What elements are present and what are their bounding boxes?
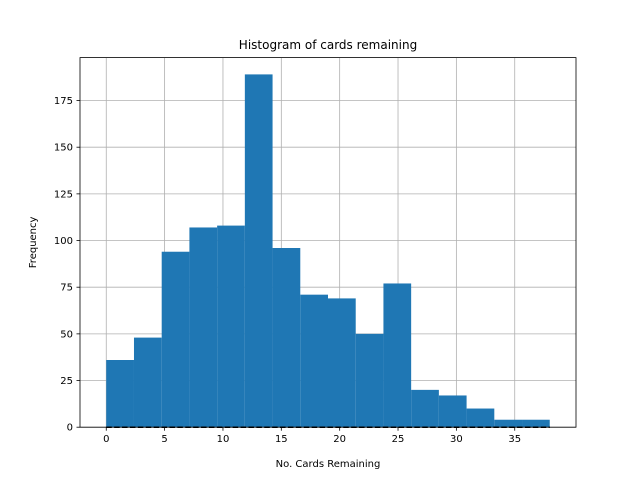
histogram-bar (161, 251, 190, 428)
x-axis-ticks: 0 5 10 15 20 25 30 35 (103, 427, 521, 445)
histogram-bar (106, 360, 134, 428)
x-axis-label: No. Cards Remaining (276, 459, 381, 470)
histogram-bar (133, 337, 162, 428)
histogram-bar (328, 298, 356, 428)
x-tick-label: 35 (508, 434, 521, 445)
y-tick-label: 150 (54, 143, 73, 154)
histogram-bar (355, 333, 384, 428)
x-tick-label: 30 (450, 434, 463, 445)
x-tick-label: 20 (333, 434, 346, 445)
axes-frame (79, 57, 577, 428)
y-tick-label: 50 (60, 329, 73, 340)
y-tick-label: 25 (60, 376, 73, 387)
histogram-bar (522, 419, 550, 428)
chart-title: Histogram of cards remaining (239, 38, 417, 52)
x-tick-label: 0 (103, 434, 109, 445)
y-axis-label: Frequency (28, 216, 39, 268)
histogram-bar (466, 408, 495, 428)
histogram-bars (106, 74, 550, 428)
y-tick-label: 75 (60, 283, 73, 294)
axes-spines (79, 57, 577, 428)
histogram-bar (411, 389, 439, 428)
histogram-bar (244, 74, 273, 428)
histogram-bar (438, 395, 467, 428)
histogram-bar (217, 225, 245, 428)
histogram-bar (383, 283, 412, 428)
x-tick-label: 5 (161, 434, 167, 445)
y-tick-label: 175 (54, 96, 73, 107)
y-axis-ticks: 0 25 50 75 100 125 150 175 (54, 96, 80, 434)
y-tick-label: 125 (54, 189, 73, 200)
x-tick-label: 15 (275, 434, 288, 445)
histogram-bar (300, 294, 328, 428)
y-tick-label: 0 (67, 423, 73, 434)
x-tick-label: 25 (392, 434, 405, 445)
histogram-bar (494, 419, 523, 428)
histogram-bar (189, 227, 218, 428)
x-tick-label: 10 (217, 434, 230, 445)
y-tick-label: 100 (54, 236, 73, 247)
histogram-bar (272, 248, 301, 428)
